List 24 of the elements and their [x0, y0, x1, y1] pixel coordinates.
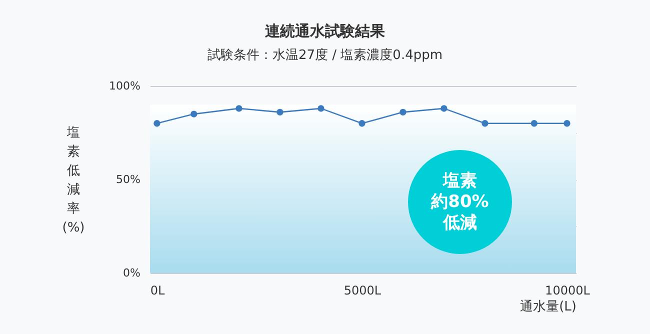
chart-subtitle: 試験条件：水温27度 / 塩素濃度0.4ppm — [207, 47, 443, 63]
point — [440, 105, 448, 112]
point — [564, 120, 570, 127]
y-tick-label: 0% — [123, 266, 140, 280]
annotation: 低減 — [442, 212, 478, 234]
point — [236, 105, 242, 112]
point — [276, 108, 284, 116]
x-tick-label: 5000L — [344, 284, 382, 298]
y-axis-title: 塩素低減率(%) — [62, 126, 85, 236]
x-axis-title: 通水量(L) — [520, 300, 576, 314]
point — [400, 108, 406, 116]
x-tick-label: 10000L — [545, 284, 590, 298]
y-tick-label: 100% — [109, 80, 140, 92]
point — [358, 120, 366, 127]
point — [530, 120, 538, 127]
x-tick-label: 0L — [150, 284, 165, 298]
point — [482, 120, 488, 127]
annotation: 約80% — [431, 192, 489, 212]
point — [318, 105, 324, 112]
point — [190, 110, 198, 118]
chart-title: 連続通水試験結果 — [264, 22, 386, 40]
annotation: 塩素 — [442, 170, 478, 192]
point — [154, 120, 160, 127]
y-tick-label: 50% — [116, 173, 140, 186]
